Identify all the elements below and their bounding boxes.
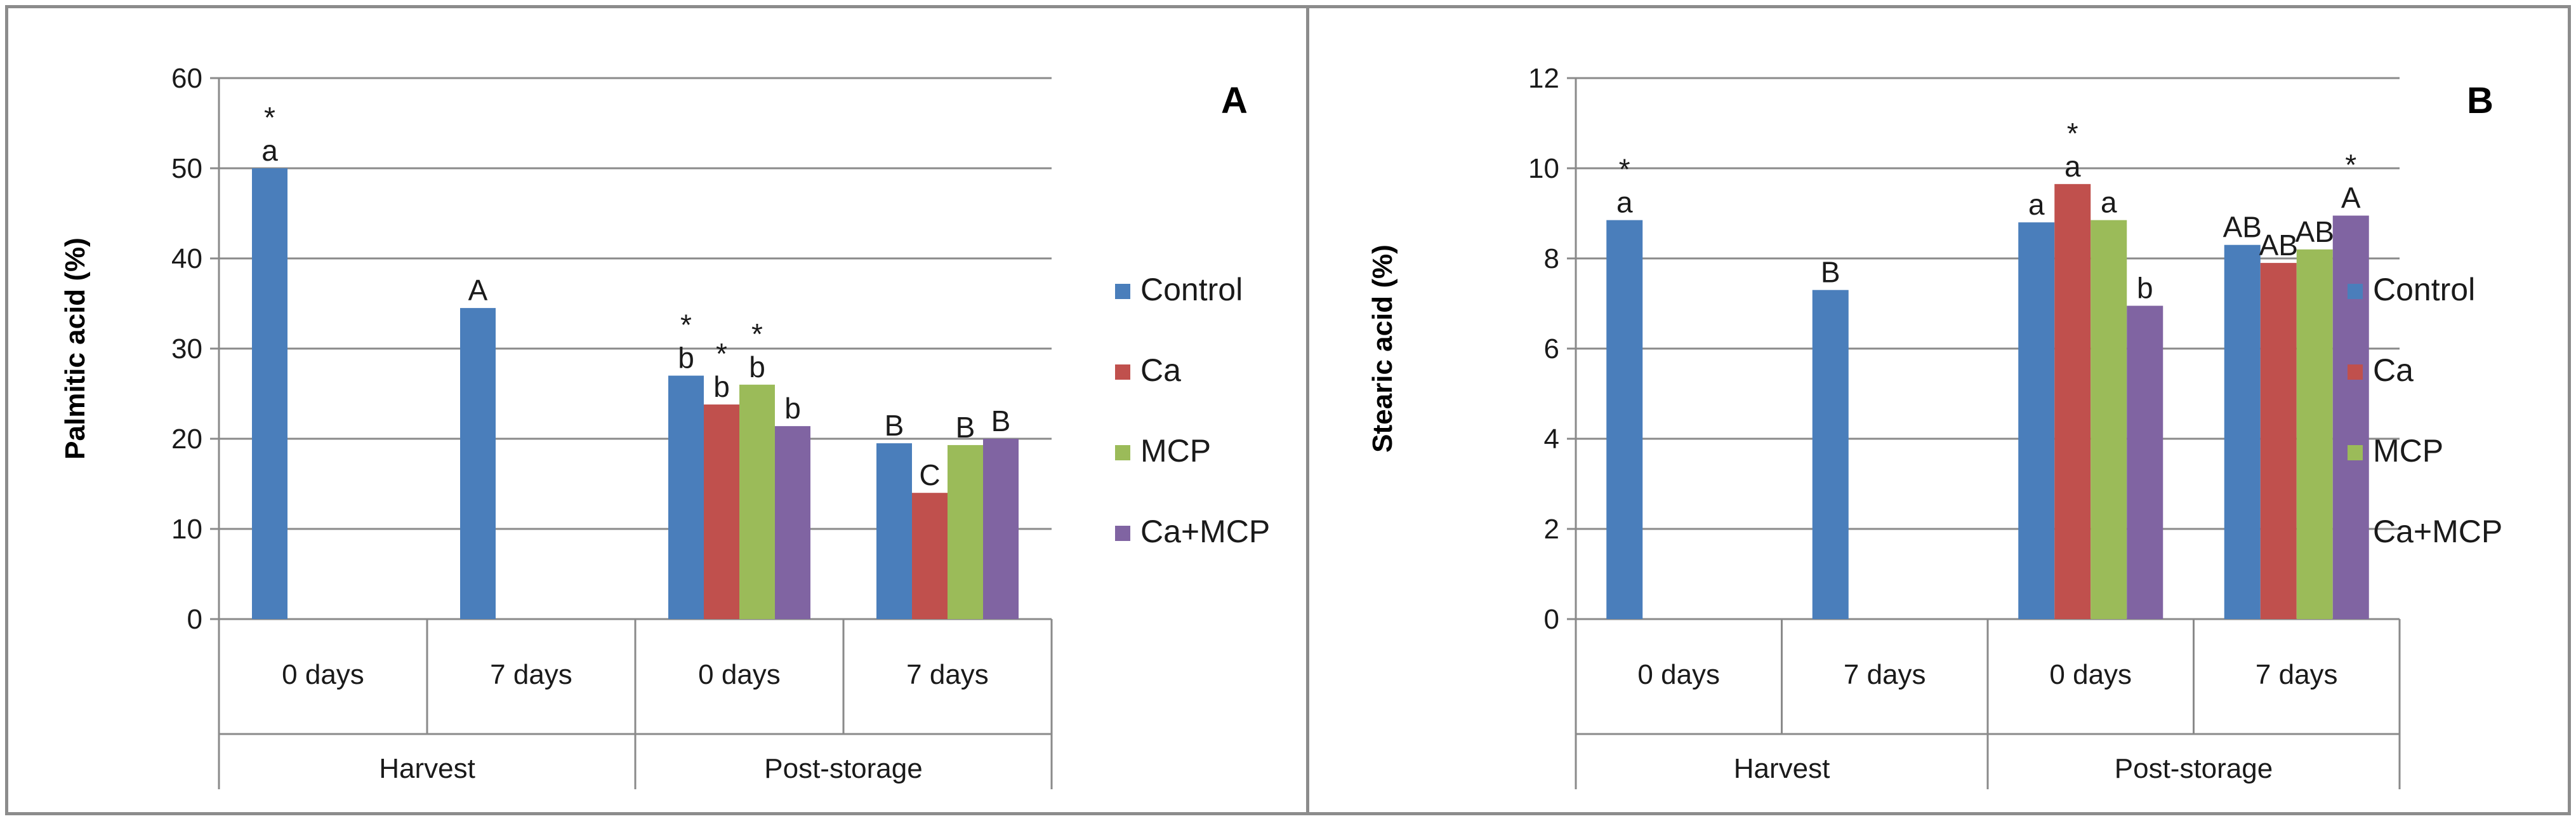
legend-swatch: [2348, 284, 2363, 299]
y-tick-label: 30: [171, 333, 202, 364]
legend-label: Control: [1140, 272, 1243, 307]
x-group-label: Harvest: [1734, 753, 1830, 784]
significance-letter: AB: [2223, 211, 2262, 244]
bar-ca-mcp: [775, 426, 810, 619]
x-category-label: 0 days: [282, 659, 364, 690]
significance-letter: b: [749, 350, 765, 384]
legend-swatch: [2348, 526, 2363, 541]
x-group-label: Post-storage: [764, 753, 922, 784]
y-tick-label: 60: [171, 63, 202, 94]
significance-letter: a: [2101, 186, 2117, 219]
significance-letter: b: [784, 392, 801, 425]
x-group-label: Post-storage: [2115, 753, 2273, 784]
y-axis-label: Stearic acid (%): [1367, 244, 1398, 453]
y-tick-label: 6: [1544, 333, 1559, 364]
panel-label: B: [2467, 80, 2493, 121]
bar-ca-mcp: [2332, 215, 2369, 619]
significance-letter: AB: [2259, 229, 2298, 262]
bar-ca: [704, 404, 739, 619]
chart-panel-a: Palmitic acid (%) 0 10 20 30 40 50 60 0 days 7 da…: [5, 5, 1312, 815]
bar-control: [1812, 290, 1849, 619]
bar-control: [2018, 222, 2055, 619]
significance-letter: A: [2341, 182, 2361, 215]
legend-swatch: [1115, 526, 1130, 541]
chart-a-svg: Palmitic acid (%) 0 10 20 30 40 50 60 0 days 7 da…: [60, 63, 1270, 789]
legend-label: Ca+MCP: [1140, 514, 1270, 549]
y-tick-label: 2: [1544, 514, 1559, 545]
bar-ca: [912, 493, 948, 619]
significance-star: *: [2345, 149, 2356, 182]
significance-letter: A: [468, 274, 488, 307]
bar-control: [252, 168, 287, 619]
legend-label: Ca: [2373, 352, 2414, 388]
legend-label: Control: [2373, 272, 2475, 307]
significance-letter: a: [261, 134, 278, 167]
bar-ca: [2054, 184, 2091, 620]
bar-control: [876, 443, 912, 619]
y-axis-label: Palmitic acid (%): [60, 237, 91, 460]
significance-letter: a: [1616, 186, 1633, 219]
legend-label: Ca: [1140, 352, 1181, 388]
bar-ca: [2260, 263, 2297, 620]
significance-letter: b: [2137, 272, 2153, 305]
legend-swatch: [2348, 445, 2363, 460]
significance-star: *: [264, 101, 275, 134]
significance-star: *: [680, 309, 692, 342]
legend-swatch: [1115, 284, 1130, 299]
significance-letter: AB: [2295, 215, 2334, 248]
bar-control: [1606, 220, 1643, 619]
x-category-label: 0 days: [2049, 659, 2132, 690]
y-tick-label: 40: [171, 243, 202, 274]
legend-label: Ca+MCP: [2373, 514, 2502, 549]
x-category-label: 7 days: [490, 659, 572, 690]
y-tick-label: 10: [1528, 153, 1559, 184]
significance-letter: B: [991, 404, 1011, 437]
chart-panel-b: Stearic acid (%) 0 2 4 6 8 10 12 0 days 7 days Har…: [1306, 5, 2571, 815]
significance-letter: b: [678, 342, 694, 375]
significance-star: *: [716, 337, 727, 370]
chart-b-svg: Stearic acid (%) 0 2 4 6 8 10 12 0 days 7 days Har…: [1367, 63, 2502, 789]
significance-letter: B: [1821, 256, 1840, 289]
significance-letter: a: [2064, 150, 2081, 183]
bar-mcp: [2296, 249, 2333, 619]
bar-ca-mcp: [983, 439, 1019, 619]
legend-swatch: [1115, 364, 1130, 380]
significance-letter: B: [885, 409, 904, 442]
significance-star: *: [1619, 153, 1630, 186]
bar-mcp: [739, 384, 775, 619]
legend-label: MCP: [2373, 433, 2443, 469]
x-category-label: 7 days: [906, 659, 989, 690]
significance-star: *: [751, 317, 763, 350]
significance-letter: b: [713, 370, 730, 403]
legend-swatch: [1115, 445, 1130, 460]
y-tick-label: 20: [171, 424, 202, 455]
panel-label: A: [1221, 80, 1248, 121]
bar-control: [2224, 244, 2261, 619]
significance-letter: B: [956, 411, 975, 444]
significance-star: *: [2067, 117, 2078, 150]
y-tick-label: 8: [1544, 243, 1559, 274]
y-tick-label: 12: [1528, 63, 1559, 94]
significance-letter: a: [2028, 188, 2045, 221]
x-category-label: 0 days: [1637, 659, 1720, 690]
y-tick-label: 50: [171, 153, 202, 184]
x-group-label: Harvest: [379, 753, 475, 784]
legend-swatch: [2348, 364, 2363, 380]
bar-mcp: [948, 444, 983, 619]
y-tick-label: 10: [171, 514, 202, 545]
y-tick-label: 4: [1544, 424, 1559, 455]
bar-mcp: [2091, 220, 2127, 619]
legend-label: MCP: [1140, 433, 1211, 469]
bar-control: [460, 308, 496, 619]
bar-ca-mcp: [2127, 305, 2163, 619]
y-tick-label: 0: [187, 604, 202, 635]
x-category-label: 7 days: [2256, 659, 2338, 690]
x-category-label: 0 days: [698, 659, 781, 690]
significance-letter: C: [919, 458, 940, 491]
x-category-label: 7 days: [1844, 659, 1926, 690]
y-tick-label: 0: [1544, 604, 1559, 635]
bar-control: [668, 375, 704, 619]
